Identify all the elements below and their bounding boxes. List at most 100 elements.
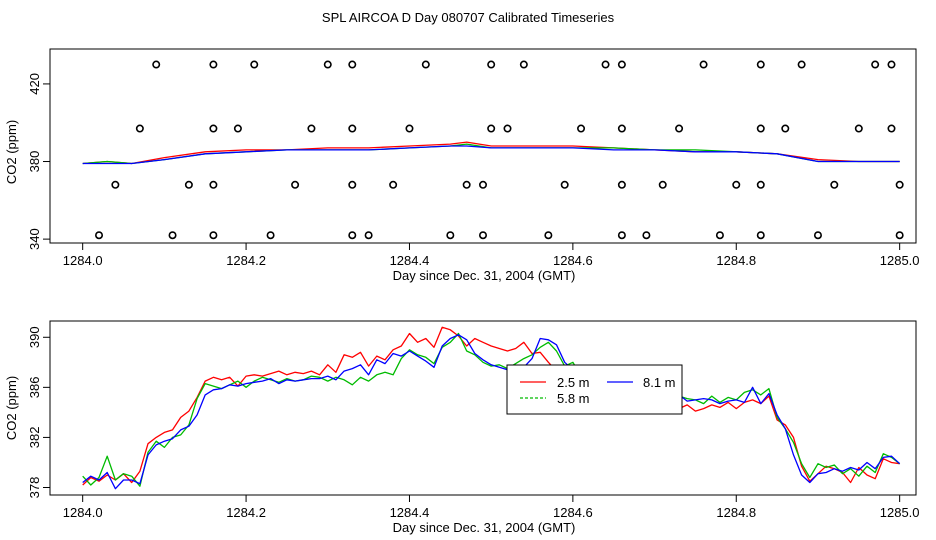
calibration-marker: [209, 60, 218, 69]
calibration-marker: [446, 231, 455, 240]
x-tick-label: 1284.2: [226, 253, 266, 268]
calibration-marker: [209, 180, 218, 189]
calibration-marker: [152, 60, 161, 69]
calibration-marker: [111, 180, 120, 189]
calibration-marker: [658, 180, 667, 189]
calibration-marker: [732, 180, 741, 189]
bottom-y-axis-label: CO2 (ppm): [4, 376, 19, 440]
calibration-marker: [462, 180, 471, 189]
calibration-marker: [577, 124, 586, 133]
calibration-marker: [617, 180, 626, 189]
calibration-marker: [389, 180, 398, 189]
calibration-marker: [364, 231, 373, 240]
y-tick-label: 340: [27, 228, 42, 250]
figure-title: SPL AIRCOA D Day 080707 Calibrated Times…: [322, 10, 615, 25]
x-tick-label: 1284.0: [63, 505, 103, 520]
calibration-marker: [854, 124, 863, 133]
calibration-marker: [813, 231, 822, 240]
calibration-marker: [756, 60, 765, 69]
x-tick-label: 1284.0: [63, 253, 103, 268]
calibration-marker: [617, 60, 626, 69]
calibration-marker: [209, 231, 218, 240]
calibration-marker: [617, 124, 626, 133]
top-y-axis-label: CO2 (ppm): [4, 120, 19, 184]
legend-label-blue: 8.1 m: [643, 375, 676, 390]
calibration-marker: [830, 180, 839, 189]
bottom-plot-frame: [49, 320, 917, 496]
series-line-2-5-m: [82, 326, 900, 486]
calibration-marker: [95, 231, 104, 240]
bottom-series-lines: [82, 326, 901, 490]
bottom-x-axis-label: Day since Dec. 31, 2004 (GMT): [393, 520, 576, 535]
calibration-marker: [135, 124, 144, 133]
x-tick-label: 1284.8: [716, 505, 756, 520]
calibration-marker: [405, 124, 414, 133]
calibration-marker: [291, 180, 300, 189]
calibration-marker: [348, 60, 357, 69]
calibration-marker: [184, 180, 193, 189]
top-calibration-markers: [95, 60, 904, 240]
x-tick-label: 1284.4: [390, 505, 430, 520]
calibration-marker: [756, 180, 765, 189]
legend-box: [506, 364, 683, 415]
series-line-8-1-m: [82, 145, 900, 165]
calibration-marker: [478, 180, 487, 189]
calibration-marker: [519, 60, 528, 69]
calibration-marker: [421, 60, 430, 69]
calibration-marker: [233, 124, 242, 133]
calibration-marker: [715, 231, 724, 240]
calibration-marker: [887, 60, 896, 69]
calibration-marker: [544, 231, 553, 240]
x-tick-label: 1284.6: [553, 505, 593, 520]
y-tick-label: 382: [27, 427, 42, 449]
x-tick-label: 1285.0: [880, 253, 920, 268]
calibration-marker: [797, 60, 806, 69]
calibration-marker: [250, 60, 259, 69]
calibration-marker: [307, 124, 316, 133]
bottom-panel: 1284.0 1284.2 1284.4 1284.6 1284.8 1285.0 378…: [4, 320, 920, 535]
calibration-marker: [503, 124, 512, 133]
calibration-marker: [560, 180, 569, 189]
calibration-marker: [209, 124, 218, 133]
calibration-marker: [781, 124, 790, 133]
y-tick-label: 380: [27, 151, 42, 173]
bottom-y-axis: 378 382 386 390: [27, 326, 50, 498]
calibration-marker: [895, 180, 904, 189]
y-tick-label: 420: [27, 73, 42, 95]
calibration-marker: [617, 231, 626, 240]
legend: 2.5 m 5.8 m 8.1 m: [506, 364, 683, 415]
bottom-x-axis: 1284.0 1284.2 1284.4 1284.6 1284.8 1285.0: [63, 495, 920, 520]
top-panel: 1284.0 1284.2 1284.4 1284.6 1284.8 1285.0 340…: [4, 48, 920, 283]
top-x-axis-label: Day since Dec. 31, 2004 (GMT): [393, 268, 576, 283]
series-line-5-8-m: [82, 332, 901, 487]
calibration-marker: [642, 231, 651, 240]
legend-label-green: 5.8 m: [557, 391, 590, 406]
calibration-marker: [487, 60, 496, 69]
calibration-marker: [675, 124, 684, 133]
calibration-marker: [601, 60, 610, 69]
calibration-marker: [895, 231, 904, 240]
calibration-marker: [348, 231, 357, 240]
calibration-marker: [348, 180, 357, 189]
y-tick-label: 378: [27, 477, 42, 499]
calibration-marker: [487, 124, 496, 133]
calibration-marker: [871, 60, 880, 69]
x-tick-label: 1284.2: [226, 505, 266, 520]
calibration-marker: [323, 60, 332, 69]
x-tick-label: 1284.8: [716, 253, 756, 268]
calibration-marker: [168, 231, 177, 240]
y-tick-label: 390: [27, 326, 42, 348]
series-line-2-5-m: [82, 141, 900, 165]
calibration-marker: [699, 60, 708, 69]
legend-label-red: 2.5 m: [557, 375, 590, 390]
top-y-axis: 340 380 420: [27, 73, 50, 250]
x-tick-label: 1284.4: [390, 253, 430, 268]
y-tick-label: 386: [27, 376, 42, 398]
calibration-marker: [348, 124, 357, 133]
x-tick-label: 1285.0: [880, 505, 920, 520]
x-tick-label: 1284.6: [553, 253, 593, 268]
series-line-8-1-m: [82, 334, 901, 490]
calibration-marker: [756, 231, 765, 240]
top-plot-frame: [49, 48, 917, 244]
calibration-marker: [478, 231, 487, 240]
